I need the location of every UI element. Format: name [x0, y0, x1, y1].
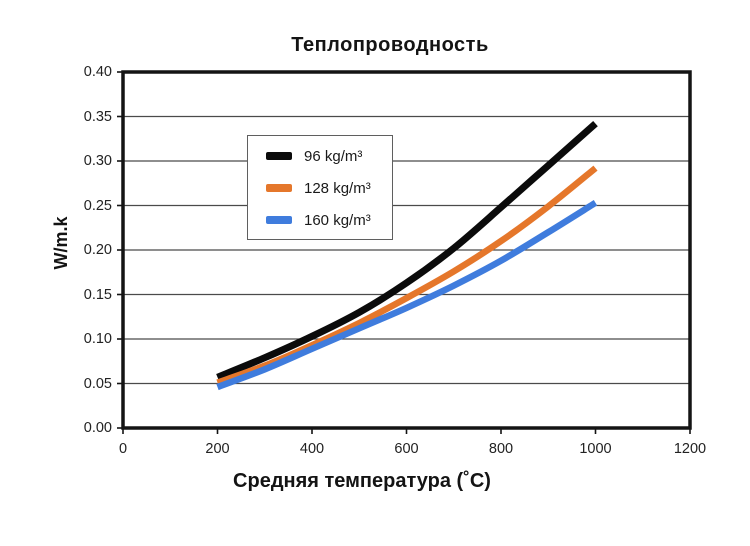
legend-swatch-icon [266, 184, 292, 192]
legend-label: 160 kg/m³ [304, 211, 371, 229]
legend-item-2: 160 kg/m³ [248, 204, 392, 236]
legend: 96 kg/m³ 128 kg/m³ 160 kg/m³ [247, 135, 393, 240]
x-tick-label: 800 [488, 441, 514, 457]
y-tick-label: 0.15 [83, 286, 112, 303]
legend-swatch-icon [266, 216, 292, 224]
series-line-2 [216, 200, 598, 391]
y-tick-label: 0.40 [83, 64, 112, 80]
x-tick-label: 200 [205, 441, 230, 457]
y-tick-label: 0.25 [83, 197, 112, 214]
x-tick-label: 1200 [673, 441, 707, 457]
y-tick-label: 0.20 [83, 242, 112, 258]
chart-title: Теплопроводность [291, 34, 489, 56]
y-tick-label: 0.30 [83, 153, 112, 169]
x-tick-label: 400 [299, 441, 325, 457]
legend-item-0: 96 kg/m³ [248, 140, 392, 172]
x-tick-label: 1000 [579, 441, 612, 457]
legend-label: 96 kg/m³ [304, 147, 363, 165]
y-tick-label: 0.35 [83, 108, 112, 125]
y-tick-label: 0.10 [83, 331, 112, 347]
y-tick-label: 0.05 [83, 375, 112, 392]
legend-swatch-icon [266, 152, 292, 160]
legend-item-1: 128 kg/m³ [248, 172, 392, 204]
x-tick-label: 0 [118, 441, 128, 457]
y-tick-label: 0.00 [83, 420, 112, 436]
legend-label: 128 kg/m³ [304, 179, 371, 197]
plot-border [121, 70, 692, 430]
x-axis-title: Средняя температура (˚C) [233, 470, 491, 492]
series-line-0 [216, 120, 598, 381]
x-tick-label: 600 [394, 441, 419, 457]
